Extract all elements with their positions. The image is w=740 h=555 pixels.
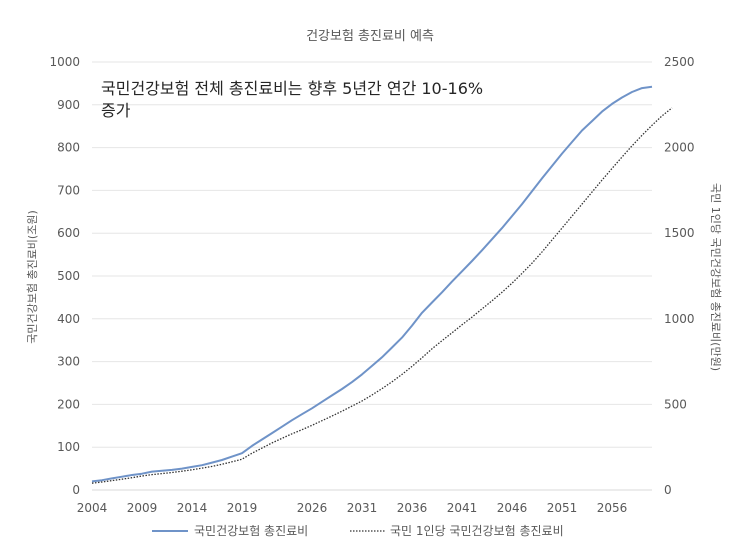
left-tick-label: 0 (72, 483, 80, 497)
series-line-per-capita (91, 107, 673, 484)
left-tick-label: 400 (57, 312, 80, 326)
annotation-line-1: 국민건강보험 전체 총진료비는 향후 5년간 연간 10-16% (101, 79, 483, 98)
left-tick-label: 800 (57, 141, 80, 155)
right-axis-ticks: 0 500 1000 1500 2000 2500 (664, 55, 695, 497)
left-axis-title: 국민건강보험 총진료비(조원) (26, 210, 39, 344)
x-tick-label: 2051 (547, 501, 578, 515)
left-tick-label: 100 (57, 440, 80, 454)
right-tick-label: 1500 (664, 226, 695, 240)
gridlines (92, 61, 652, 448)
x-tick-label: 2014 (177, 501, 208, 515)
left-tick-label: 700 (57, 183, 80, 197)
left-tick-label: 500 (57, 269, 80, 283)
x-tick-label: 2009 (127, 501, 158, 515)
right-tick-label: 0 (664, 483, 672, 497)
x-tick-label: 2041 (447, 501, 478, 515)
right-axis-title: 국민 1인당 국민건강보험 총진료비(만원) (709, 183, 722, 371)
series-line-total (91, 85, 653, 483)
right-tick-label: 2500 (664, 55, 695, 69)
left-tick-label: 200 (57, 397, 80, 411)
x-tick-label: 2004 (77, 501, 108, 515)
left-tick-label: 600 (57, 226, 80, 240)
legend-label-total: 국민건강보험 총진료비 (194, 524, 308, 538)
series-group (91, 85, 673, 484)
right-tick-label: 500 (664, 397, 687, 411)
x-tick-label: 2056 (597, 501, 628, 515)
legend-label-per-capita: 국민 1인당 국민건강보험 총진료비 (390, 524, 564, 538)
chart-title: 건강보험 총진료비 예측 (306, 29, 434, 44)
right-tick-label: 1000 (664, 312, 695, 326)
left-axis-ticks: 0 100 200 300 400 500 600 700 800 900 1000 (49, 55, 80, 497)
x-tick-label: 2031 (347, 501, 378, 515)
x-tick-label: 2026 (297, 501, 328, 515)
legend: 국민건강보험 총진료비 국민 1인당 국민건강보험 총진료비 (152, 524, 564, 538)
x-tick-label: 2046 (497, 501, 528, 515)
x-tick-label: 2036 (397, 501, 428, 515)
left-tick-label: 1000 (49, 55, 80, 69)
x-tick-label: 2019 (227, 501, 258, 515)
right-tick-label: 2000 (664, 141, 695, 155)
left-tick-label: 300 (57, 355, 80, 369)
left-tick-label: 900 (57, 98, 80, 112)
annotation-line-2: 증가 (101, 101, 131, 120)
x-axis-ticks: 2004 2009 2014 2019 2026 2031 2036 2041 2046 2051… (77, 501, 628, 515)
